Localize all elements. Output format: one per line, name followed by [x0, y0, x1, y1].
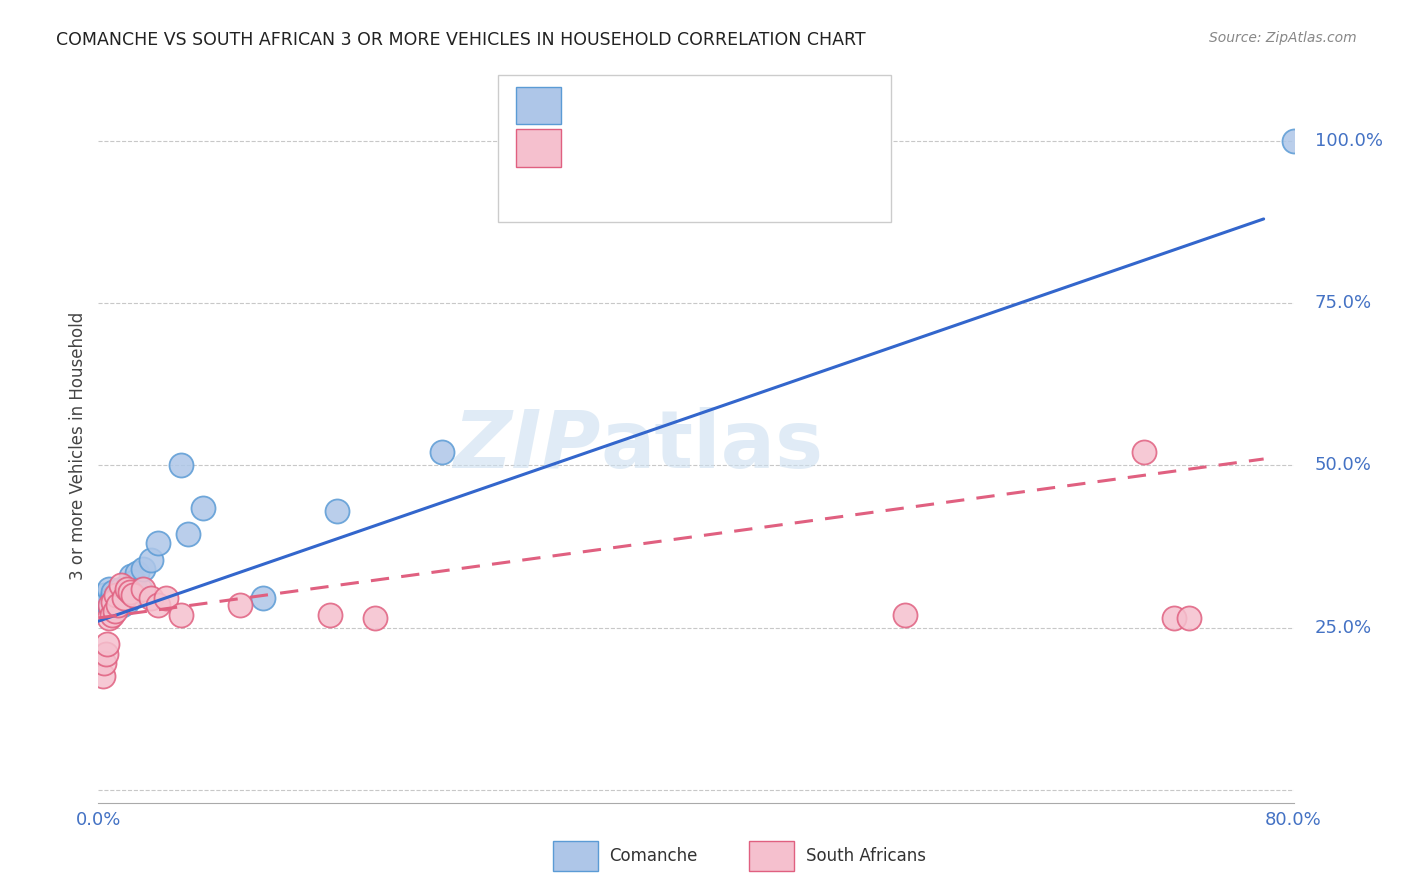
Point: [1178, 611, 1201, 625]
Point: [107, 598, 129, 612]
Point: [155, 591, 177, 606]
Point: [115, 582, 138, 596]
Text: Source: ZipAtlas.com: Source: ZipAtlas.com: [1209, 31, 1357, 45]
Text: 50.0%: 50.0%: [1315, 457, 1371, 475]
Point: [191, 500, 214, 515]
Point: [98, 601, 122, 615]
Point: [107, 595, 129, 609]
Point: [110, 578, 132, 592]
Point: [108, 588, 131, 602]
Point: [96, 595, 118, 609]
Point: [101, 591, 124, 606]
Point: [894, 607, 917, 622]
Point: [169, 458, 191, 473]
Text: COMANCHE VS SOUTH AFRICAN 3 OR MORE VEHICLES IN HOUSEHOLD CORRELATION CHART: COMANCHE VS SOUTH AFRICAN 3 OR MORE VEHI…: [56, 31, 866, 49]
Point: [104, 604, 127, 618]
Point: [148, 536, 170, 550]
Point: [97, 611, 120, 625]
Point: [1282, 134, 1305, 148]
Text: 100.0%: 100.0%: [1315, 132, 1382, 150]
Point: [111, 598, 134, 612]
Text: 75.0%: 75.0%: [1315, 294, 1372, 312]
Point: [132, 582, 155, 596]
Point: [115, 595, 138, 609]
Point: [103, 595, 125, 609]
Text: 30: 30: [738, 96, 763, 114]
Point: [124, 575, 146, 590]
Text: R =: R =: [575, 139, 614, 157]
Point: [112, 591, 135, 606]
Point: [148, 598, 170, 612]
Text: 25.0%: 25.0%: [1315, 619, 1372, 637]
Point: [101, 607, 124, 622]
Text: Comanche: Comanche: [609, 847, 697, 865]
Point: [326, 504, 349, 518]
Point: [104, 591, 127, 606]
Text: N =: N =: [692, 139, 731, 157]
Point: [177, 526, 200, 541]
Point: [430, 445, 453, 459]
Point: [139, 591, 162, 606]
Point: [93, 657, 115, 671]
Point: [319, 607, 342, 622]
Point: [105, 588, 128, 602]
Point: [91, 669, 114, 683]
Text: R =: R =: [575, 96, 614, 114]
Point: [110, 582, 132, 596]
Point: [93, 588, 115, 602]
Point: [103, 585, 125, 599]
Point: [112, 591, 135, 606]
Point: [96, 637, 118, 651]
Point: [117, 578, 139, 592]
Point: [105, 598, 128, 612]
Point: [127, 566, 149, 580]
Point: [252, 591, 274, 606]
Point: [94, 647, 117, 661]
Point: [169, 607, 191, 622]
Point: [229, 598, 252, 612]
Point: [121, 588, 143, 602]
Text: South Africans: South Africans: [806, 847, 925, 865]
Text: N =: N =: [692, 96, 731, 114]
Point: [139, 552, 162, 566]
Text: ZIP: ZIP: [453, 407, 600, 485]
Point: [120, 568, 142, 582]
Y-axis label: 3 or more Vehicles in Household: 3 or more Vehicles in Household: [69, 312, 87, 580]
Point: [118, 585, 141, 599]
Text: atlas: atlas: [600, 407, 824, 485]
Text: 0.813: 0.813: [621, 96, 679, 114]
Point: [129, 582, 152, 596]
Text: 0.486: 0.486: [621, 139, 679, 157]
Point: [114, 585, 136, 599]
Point: [132, 562, 155, 576]
Text: 28: 28: [738, 139, 763, 157]
Point: [98, 598, 122, 612]
Point: [1133, 445, 1156, 459]
Point: [1163, 611, 1185, 625]
Point: [97, 582, 120, 596]
Point: [364, 611, 387, 625]
